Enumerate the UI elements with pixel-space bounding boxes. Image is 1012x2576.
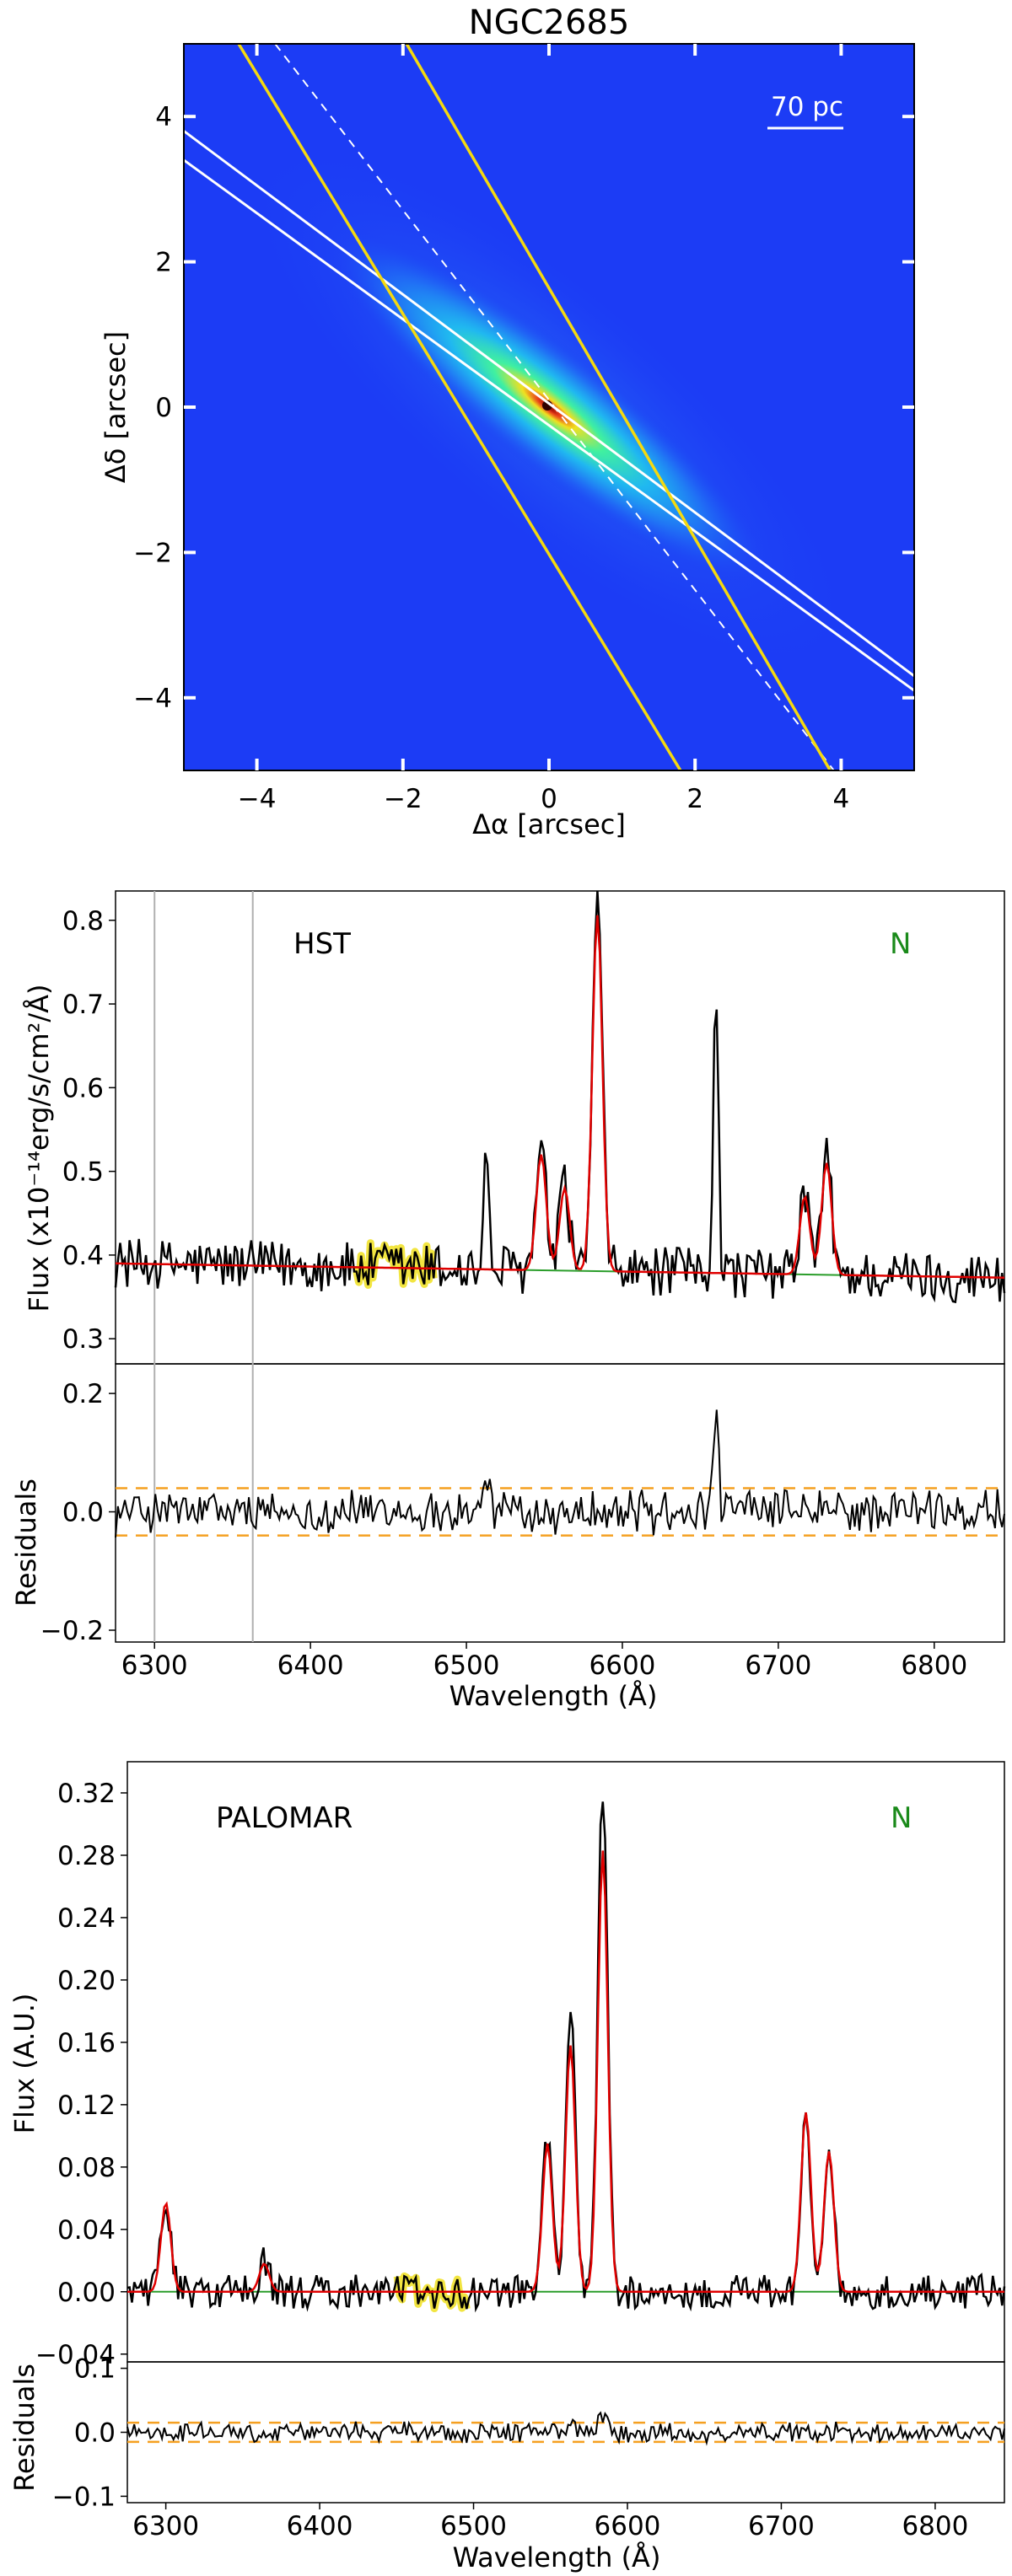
image-xtick-label: −4 xyxy=(238,784,277,814)
residual-y-tick-label: 0.0 xyxy=(74,2418,116,2449)
y-tick-label: 0.28 xyxy=(57,1841,116,1871)
residual-y-tick-label: 0.0 xyxy=(62,1498,104,1528)
y-tick-label: 0.6 xyxy=(62,1073,104,1103)
observed-spectrum-line xyxy=(126,1801,1006,2313)
x-tick-label: 6400 xyxy=(287,2511,353,2541)
residual-line xyxy=(126,2411,1005,2446)
palomar-residuals-ylabel: Residuals xyxy=(8,2364,40,2492)
hst-xlabel: Wavelength (Å) xyxy=(449,1680,658,1712)
image-xtick-label: 0 xyxy=(541,784,557,814)
residual-frame xyxy=(115,1363,1005,1643)
image-ytick-label: −4 xyxy=(133,684,172,714)
y-tick-label: 0.08 xyxy=(57,2153,116,2183)
x-tick-label: 6800 xyxy=(902,2511,968,2541)
x-tick-label: 6800 xyxy=(901,1650,967,1681)
spectrum-frame xyxy=(126,1761,1005,2363)
white-slit-edge-upper xyxy=(184,130,914,678)
image-ytick-label: 2 xyxy=(155,248,172,278)
scale-bar-label: 70 pc xyxy=(771,92,843,122)
y-tick-label: 0.7 xyxy=(62,990,104,1020)
image-title: NGC2685 xyxy=(469,3,630,42)
y-tick-label: 0.20 xyxy=(57,1966,116,1996)
y-tick-label: 0.4 xyxy=(62,1241,104,1271)
hst-spectrum-panel: HST N Flux (x10⁻¹⁴erg/s/cm²/Å) Residuals… xyxy=(10,890,1006,1712)
yellow-slit-edge-left xyxy=(237,44,682,770)
model-fit-line xyxy=(115,915,1004,1279)
image-ytick-label: −2 xyxy=(133,538,172,568)
hst-ylabel: Flux (x10⁻¹⁴erg/s/cm²/Å) xyxy=(23,985,55,1312)
y-tick-label: 0.16 xyxy=(57,2028,116,2058)
image-ytick-label: 0 xyxy=(155,393,172,423)
model-fit-line xyxy=(127,1850,1004,2294)
palomar-flag: N xyxy=(891,1801,912,1835)
image-ytick-label: 4 xyxy=(155,102,172,132)
image-xtick-label: −2 xyxy=(384,784,423,814)
x-tick-label: 6400 xyxy=(277,1650,344,1681)
x-tick-label: 6300 xyxy=(132,2511,199,2541)
residual-y-tick-label: 0.1 xyxy=(74,2354,116,2385)
image-xlabel: Δα [arcsec] xyxy=(472,808,626,840)
x-tick-label: 6300 xyxy=(121,1650,188,1681)
x-tick-label: 6700 xyxy=(745,1650,811,1681)
white-slit-edge-lower xyxy=(184,158,914,692)
image-ylabel: Δδ [arcsec] xyxy=(100,331,132,483)
y-tick-label: 0.24 xyxy=(57,1903,116,1934)
y-tick-label: 0.04 xyxy=(57,2215,116,2246)
image-xtick-label: 2 xyxy=(686,784,703,814)
y-tick-label: 0.00 xyxy=(57,2278,116,2308)
yellow-slit-edge-right xyxy=(405,44,832,770)
palomar-spectrum-panel: PALOMAR N Flux (A.U.) Residuals Waveleng… xyxy=(8,1761,1006,2573)
slit-overlays xyxy=(184,44,914,770)
palomar-ylabel: Flux (A.U.) xyxy=(8,1994,40,2134)
y-tick-label: 0.12 xyxy=(57,2090,116,2121)
palomar-xlabel: Wavelength (Å) xyxy=(453,2541,661,2573)
hst-residuals-ylabel: Residuals xyxy=(10,1479,42,1607)
y-tick-label: 0.32 xyxy=(57,1779,116,1809)
x-tick-label: 6500 xyxy=(433,1650,500,1681)
y-tick-label: 0.8 xyxy=(62,906,104,936)
observed-spectrum-line xyxy=(114,890,1006,1304)
image-ticks: −4 −2 0 2 4 −4 −2 0 2 4 xyxy=(133,44,914,814)
y-tick-label: 0.5 xyxy=(62,1157,104,1188)
hst-label: HST xyxy=(293,927,351,961)
x-tick-label: 6600 xyxy=(589,1650,656,1681)
residual-line xyxy=(115,1409,1005,1538)
x-tick-label: 6500 xyxy=(440,2511,507,2541)
image-panel: NGC2685 −4 −2 0 2 4 −4 −2 0 2 4 70 pc Δα [arcsec]… xyxy=(100,3,915,840)
x-tick-label: 6600 xyxy=(595,2511,661,2541)
y-tick-label: −0.04 xyxy=(35,2340,116,2370)
residual-y-tick-label: −0.2 xyxy=(40,1616,104,1646)
x-tick-label: 6700 xyxy=(748,2511,815,2541)
image-xtick-label: 4 xyxy=(833,784,850,814)
palomar-label: PALOMAR xyxy=(216,1801,353,1835)
y-tick-label: 0.3 xyxy=(62,1324,104,1355)
hst-flag: N xyxy=(890,927,911,961)
residual-y-tick-label: −0.1 xyxy=(52,2482,116,2512)
residual-y-tick-label: 0.2 xyxy=(62,1379,104,1409)
slit-axis-dashed xyxy=(274,44,835,770)
